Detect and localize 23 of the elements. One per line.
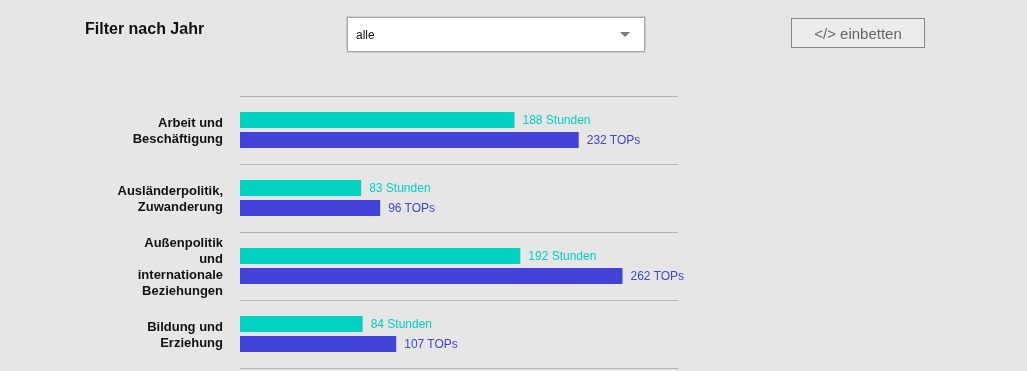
bar (240, 132, 579, 148)
data-label: 262 TOPs (630, 269, 685, 283)
dropdown-field: alle (347, 17, 645, 52)
y-tick-label: Arbeit und Beschäftigung (132, 114, 224, 146)
y-tick-label: Bildung und Erziehung (147, 318, 224, 350)
data-label: 84 Stunden (370, 317, 433, 331)
bar (240, 316, 363, 332)
data-label: 188 Stunden (522, 113, 591, 127)
data-label: 107 TOPs (404, 337, 458, 351)
bar (240, 200, 381, 216)
bar (240, 268, 623, 284)
bar (240, 112, 515, 128)
bar (240, 180, 362, 196)
chart-title: Filter nach Jahr (85, 20, 205, 38)
data-label: 96 TOPs (388, 201, 436, 215)
embed-button: </> einbetten (791, 18, 925, 48)
data-label: 192 Stunden (528, 249, 597, 263)
data-label: 232 TOPs (586, 133, 641, 147)
y-tick-label: Außenpolitik und internationale Beziehungen (137, 234, 224, 298)
bar (240, 336, 397, 352)
y-tick-label: Ausländerpolitik, Zuwanderung (117, 182, 224, 214)
bar (240, 248, 521, 264)
data-label: 83 Stunden (369, 181, 431, 195)
